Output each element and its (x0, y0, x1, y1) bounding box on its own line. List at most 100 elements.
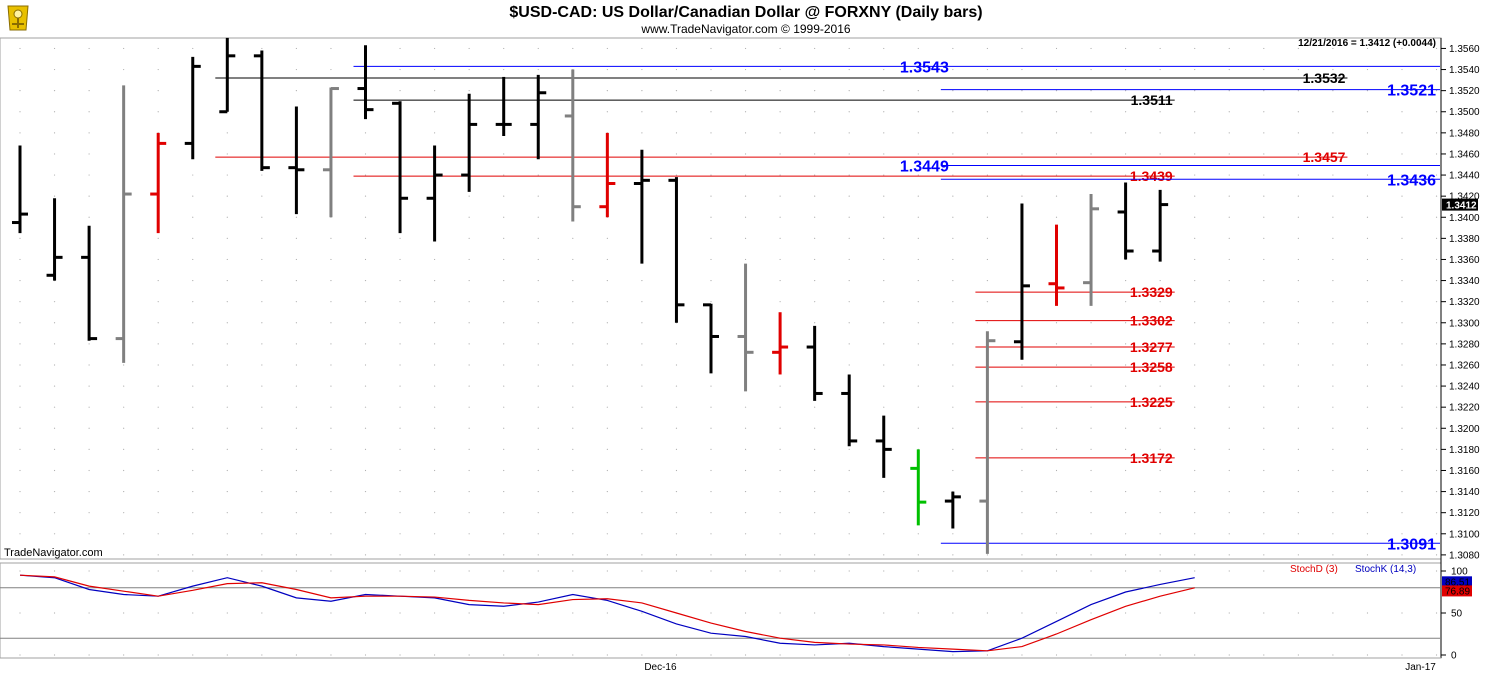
grid-dot (192, 258, 194, 261)
grid-dot (641, 385, 643, 387)
grid-dot (226, 385, 228, 387)
ohlc-bar (184, 56, 201, 160)
grid-dot (1194, 111, 1196, 113)
grid-dot (1194, 174, 1196, 176)
grid-dot (1366, 153, 1369, 155)
grid-dot (295, 258, 297, 261)
grid-dot (261, 490, 263, 493)
grid-dot (399, 570, 401, 572)
grid-dot (883, 490, 885, 493)
grid-dot (1090, 174, 1092, 176)
grid-dot (1021, 47, 1023, 50)
grid-dot (883, 570, 885, 572)
grid-dot (399, 258, 401, 261)
grid-dot (468, 47, 470, 50)
grid-dot (641, 490, 643, 493)
ohlc-bar (599, 132, 616, 218)
grid-dot (261, 258, 263, 261)
grid-dot (744, 490, 747, 493)
grid-dot (814, 512, 816, 514)
grid-dot (53, 612, 56, 614)
grid-dot (53, 427, 56, 429)
ohlc-bar (875, 415, 892, 478)
level-label-1.3521: 1.3521 (1387, 83, 1436, 100)
grid-dot (917, 258, 919, 261)
grid-dot (744, 427, 747, 429)
grid-dot (779, 279, 781, 282)
grid-dot (779, 654, 781, 656)
grid-dot (710, 448, 712, 450)
grid-dot (1297, 448, 1299, 450)
grid-dot (1401, 174, 1403, 176)
grid-dot (917, 237, 919, 239)
grid-dot (1090, 90, 1092, 92)
grid-dot (641, 111, 643, 113)
grid-dot (572, 237, 574, 239)
grid-dot (883, 279, 885, 282)
grid-dot (883, 216, 885, 218)
grid-dot (1332, 570, 1334, 572)
grid-dot (1297, 132, 1299, 134)
grid-dot (952, 343, 954, 345)
grid-dot (295, 490, 297, 493)
grid-dot (1055, 448, 1058, 450)
grid-dot (1159, 68, 1161, 71)
grid-dot (710, 406, 712, 408)
ohlc-bar (806, 325, 823, 401)
price-tick-label: 1.3320 (1449, 297, 1480, 308)
ohlc-bar (633, 149, 650, 264)
grid-dot (848, 153, 850, 155)
ohlc-bar (841, 374, 858, 447)
grid-dot (399, 533, 401, 535)
grid-dot (606, 533, 608, 535)
ohlc-bar (46, 198, 63, 281)
grid-dot (1090, 406, 1092, 408)
grid-dot (1401, 448, 1403, 450)
grid-dot (744, 47, 747, 50)
grid-dot (503, 301, 505, 303)
grid-dot (779, 90, 781, 92)
grid-dot (123, 364, 125, 366)
grid-dot (779, 47, 781, 50)
grid-dot (1125, 322, 1127, 324)
stochastic-panel: StochD (3) StochK (14,3) (0, 564, 1441, 653)
grid-dot (952, 385, 954, 387)
grid-dot (986, 322, 989, 324)
grid-dot (399, 427, 401, 429)
grid-dot (1366, 90, 1369, 92)
stoch-tick-label: 100 (1451, 567, 1468, 578)
grid-dot (468, 427, 470, 429)
grid-dot (468, 533, 470, 535)
grid-dot (537, 448, 539, 450)
grid-dot (364, 554, 367, 556)
grid-dot (1194, 132, 1196, 134)
ohlc-bar (81, 225, 98, 341)
grid-dot (1021, 364, 1023, 366)
grid-dot (848, 343, 850, 345)
grid-dot (330, 570, 332, 572)
grid-dot (1366, 174, 1369, 176)
grid-dot (883, 90, 885, 92)
grid-dot (1228, 132, 1230, 134)
grid-dot (1263, 237, 1265, 239)
grid-dot (364, 406, 367, 408)
grid-dot (606, 554, 608, 556)
grid-dot (744, 68, 747, 71)
grid-dot (675, 47, 678, 50)
grid-dot (814, 195, 816, 197)
grid-dot (744, 174, 747, 176)
grid-dot (1366, 533, 1369, 535)
grid-dot (19, 512, 21, 514)
grid-dot (1194, 258, 1196, 261)
grid-dot (434, 258, 436, 261)
grid-dot (779, 469, 781, 472)
grid-dot (1125, 385, 1127, 387)
grid-dot (1366, 132, 1369, 134)
grid-dot (641, 654, 643, 656)
grid-dot (399, 406, 401, 408)
grid-dot (295, 301, 297, 303)
grid-dot (434, 90, 436, 92)
grid-dot (434, 654, 436, 656)
grid-dot (1159, 47, 1161, 50)
